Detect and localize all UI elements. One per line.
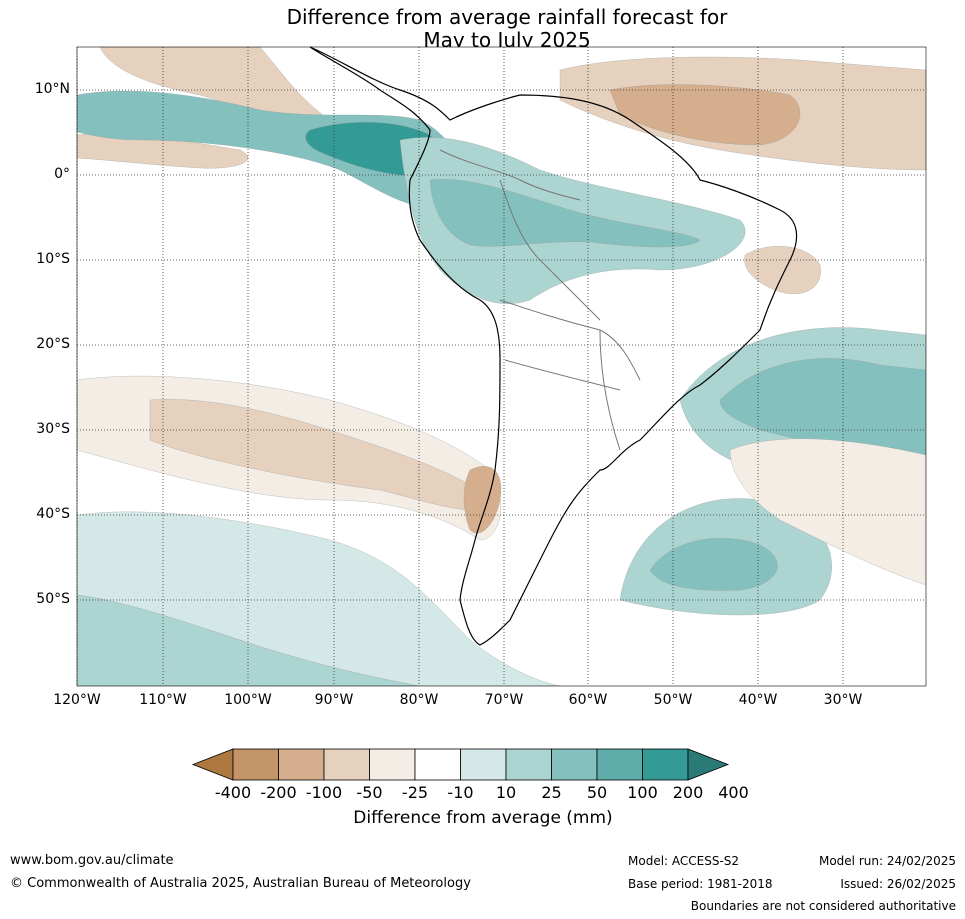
colorbar-tick-label: 25 — [541, 783, 562, 802]
south-america-coastline — [309, 46, 798, 646]
longitude-label: 120°W — [53, 692, 101, 708]
northeast-brazil-dry-area — [744, 246, 821, 294]
colorbar-tick-label: -25 — [401, 783, 429, 802]
latitude-label: 50°S — [36, 591, 70, 607]
central-chile-dry-core — [463, 466, 502, 534]
longitude-label: 80°W — [399, 692, 439, 708]
colorbar-segment — [414, 748, 461, 781]
colorbar-segment — [596, 748, 643, 781]
colorbar-tick-label: -10 — [447, 783, 474, 802]
amazon-wet-core — [429, 179, 701, 248]
map-gridlines — [76, 47, 926, 686]
colorbar-title: Difference from average (mm) — [353, 808, 613, 828]
boundary-disclaimer: Boundaries are not considered authoritat… — [690, 899, 956, 913]
issued-date: Issued: 26/02/2025 — [840, 877, 956, 891]
longitude-label: 110°W — [139, 692, 187, 708]
longitude-label: 90°W — [314, 692, 354, 708]
model-name: Model: ACCESS-S2 — [628, 854, 740, 868]
colorbar-tick-label: -400 — [214, 783, 252, 802]
colorbar-max-extension — [687, 748, 730, 781]
longitude-label: 100°W — [224, 692, 272, 708]
latitude-label: 40°S — [36, 506, 70, 522]
colorbar-tick-label: -100 — [305, 783, 343, 802]
longitude-label: 40°W — [738, 692, 778, 708]
copyright-text: © Commonwealth of Australia 2025, Austra… — [10, 876, 471, 891]
colorbar-min-extension — [191, 748, 234, 781]
longitude-label: 60°W — [568, 692, 608, 708]
longitude-label: 30°W — [823, 692, 863, 708]
latitude-label: 30°S — [36, 421, 70, 437]
country-boundaries — [439, 149, 641, 451]
colorbar-tick-label: 10 — [495, 783, 517, 802]
south-atlantic-wet-core-2 — [649, 537, 778, 591]
website-link[interactable]: www.bom.gov.au/climate — [10, 853, 174, 868]
model-run-date: Model run: 24/02/2025 — [818, 854, 956, 868]
longitude-label: 70°W — [484, 692, 524, 708]
colorbar-tick-label: 100 — [627, 783, 658, 802]
latitude-label: 0° — [54, 166, 70, 182]
base-period: Base period: 1981-2018 — [628, 877, 773, 891]
latitude-label: 10°S — [36, 251, 70, 267]
anomaly-shading — [77, 47, 926, 686]
colorbar-segment — [505, 748, 552, 781]
colorbar-segment — [323, 748, 370, 781]
colorbar-tick-label: -50 — [356, 783, 383, 802]
colorbar-tick-label: 400 — [718, 783, 749, 802]
colorbar-tick-label: 200 — [672, 783, 704, 802]
map-title-line1: Difference from average rainfall forecas… — [286, 5, 728, 29]
latitude-label: 20°S — [36, 336, 70, 352]
tropical-north-atlantic-dry-core — [609, 84, 801, 146]
colorbar-segment — [460, 748, 507, 781]
colorbar-tick-label: -200 — [260, 783, 297, 802]
colorbar-tick-label: 50 — [586, 783, 608, 802]
colorbar-segment — [278, 748, 325, 781]
colorbar-segment — [551, 748, 598, 781]
colorbar-segment — [369, 748, 416, 781]
latitude-label: 10°N — [34, 81, 70, 97]
map-frame — [76, 46, 927, 687]
longitude-label: 50°W — [653, 692, 693, 708]
colorbar-segment — [232, 748, 279, 781]
colorbar-segment — [642, 748, 689, 781]
south-atlantic-dry-band — [729, 438, 926, 586]
